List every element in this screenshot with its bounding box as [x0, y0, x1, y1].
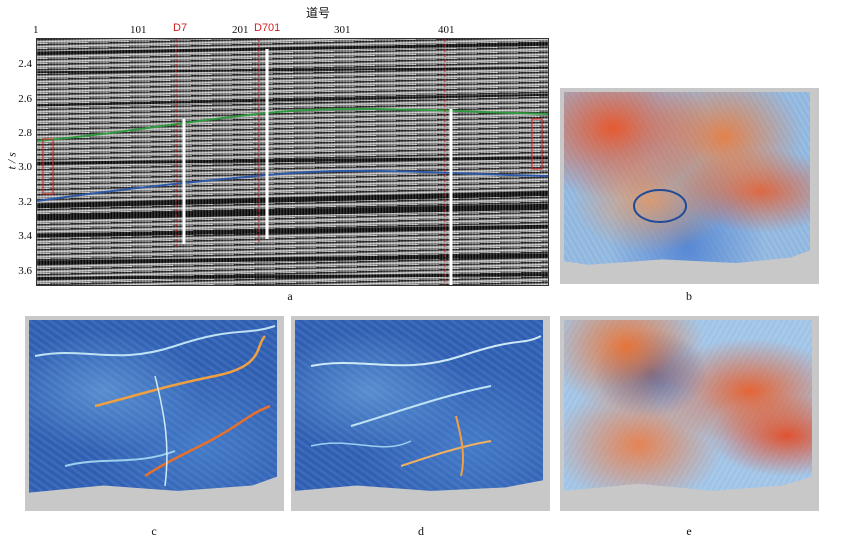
y-tick-3-0: 3.0: [18, 161, 32, 173]
y-tick-2-8: 2.8: [18, 127, 32, 139]
trace-tick-301: 301: [334, 24, 351, 36]
seismic-section-panel: 道号 1 101 201 301 401 D7 D701 t / s 2.4 2…: [0, 0, 560, 303]
fracture-lines-c: [34, 325, 276, 487]
lower-horizon-line: [37, 169, 548, 202]
trace-tick-1: 1: [33, 24, 39, 36]
attribute-map-d: [291, 316, 550, 511]
caption-c: c: [151, 524, 157, 538]
caption-d: d: [418, 524, 424, 538]
upper-horizon-line: [37, 108, 548, 142]
y-tick-3-2: 3.2: [18, 196, 32, 208]
well-label-d7: D7: [173, 22, 188, 34]
caption-e: e: [686, 524, 692, 538]
right-well-marker: [531, 118, 543, 170]
y-tick-3-4: 3.4: [18, 230, 32, 242]
trace-tick-101: 101: [130, 24, 147, 36]
attribute-map-e: [560, 316, 819, 511]
horizon-overlay: [37, 39, 548, 285]
attribute-map-b: [560, 88, 819, 284]
caption-b: b: [686, 289, 692, 303]
seismic-image: [36, 38, 549, 286]
y-tick-3-6: 3.6: [18, 265, 32, 277]
well-label-d701: D701: [254, 22, 281, 34]
fracture-lines-d: [310, 335, 542, 477]
trace-tick-201: 201: [232, 24, 249, 36]
x-axis-title: 道号: [306, 6, 331, 20]
caption-a: a: [287, 289, 293, 303]
channel-feature: [633, 189, 687, 223]
y-tick-2-6: 2.6: [18, 93, 32, 105]
left-well-marker: [42, 138, 54, 195]
y-tick-2-4: 2.4: [18, 58, 32, 70]
trace-tick-401: 401: [438, 24, 455, 36]
attribute-map-c: [25, 316, 284, 511]
